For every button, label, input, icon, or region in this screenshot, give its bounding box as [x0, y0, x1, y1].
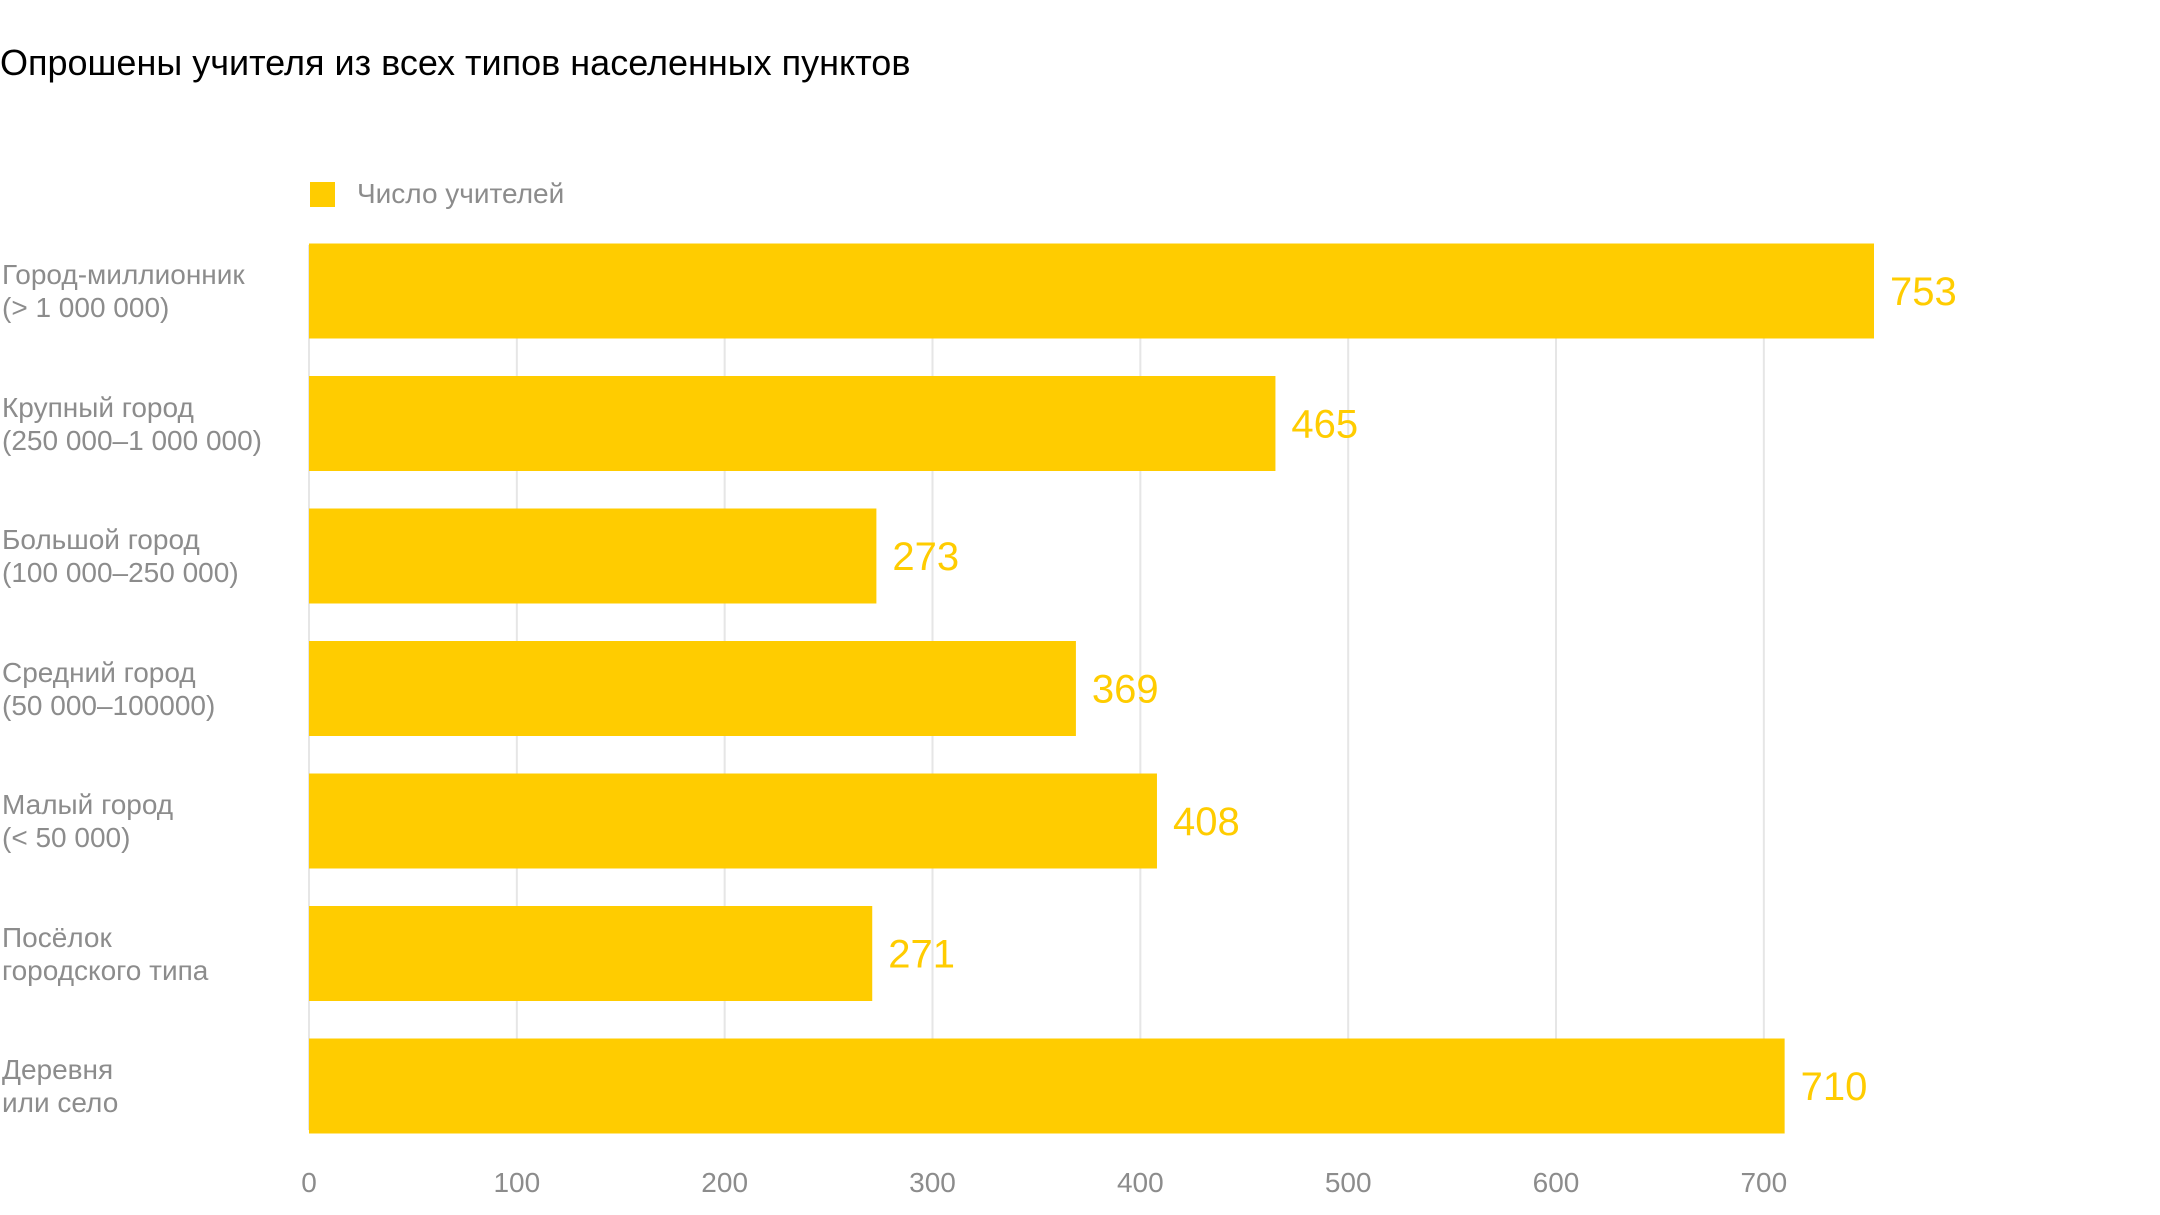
- category-label: Крупный город (250 000–1 000 000): [2, 391, 262, 456]
- bar: [309, 641, 1076, 736]
- category-label: Город-миллионник (> 1 000 000): [2, 259, 245, 323]
- bar: [309, 243, 1874, 339]
- category-label: Средний город (50 000–100000): [2, 656, 216, 721]
- x-tick-label: 300: [909, 1167, 956, 1198]
- x-tick-label: 200: [701, 1167, 748, 1198]
- category-label: Посёлок городского типа: [2, 921, 209, 986]
- x-tick-label: 400: [1117, 1167, 1164, 1198]
- bar-value-label: 271: [888, 933, 955, 977]
- x-tick-label: 0: [301, 1167, 317, 1198]
- chart-title: Опрошены учителя из всех типов населенны…: [0, 42, 911, 83]
- bar-value-label: 710: [1801, 1065, 1868, 1109]
- x-tick-label: 600: [1533, 1167, 1580, 1198]
- bar-value-label: 273: [892, 535, 959, 579]
- bar: [309, 376, 1276, 471]
- legend-swatch: [310, 181, 335, 207]
- legend: Число учителей: [310, 178, 564, 210]
- bar-value-label: 369: [1092, 668, 1159, 712]
- bar-value-label: 465: [1291, 403, 1358, 447]
- bar: [309, 508, 877, 604]
- bar: [309, 773, 1157, 869]
- bar: [309, 1038, 1785, 1134]
- bar-value-label: 753: [1890, 270, 1957, 314]
- x-tick-label: 700: [1740, 1167, 1787, 1198]
- x-tick-label: 100: [493, 1167, 540, 1198]
- legend-label: Число учителей: [357, 178, 565, 209]
- x-tick-label: 500: [1325, 1167, 1372, 1198]
- category-label: Малый город (< 50 000): [2, 789, 174, 853]
- bar-value-label: 408: [1173, 800, 1240, 844]
- bar: [309, 906, 873, 1001]
- category-label: Большой город (100 000–250 000): [2, 524, 239, 588]
- category-label: Деревня или село: [2, 1054, 119, 1118]
